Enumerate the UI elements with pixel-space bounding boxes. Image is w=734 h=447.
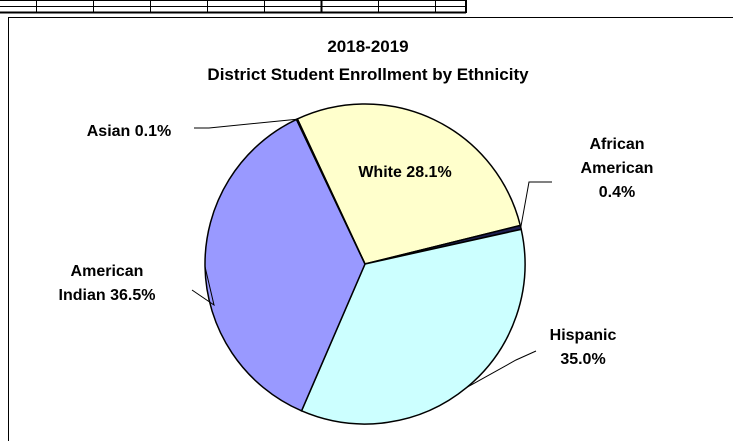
leader-line-american-indian — [191, 266, 215, 307]
chart-area: 2018-2019 District Student Enrollment by… — [8, 17, 733, 441]
pie-slice-white — [296, 103, 522, 265]
leader-line-asian — [194, 118, 297, 129]
chart-title-line2: District Student Enrollment by Ethnicity — [207, 65, 529, 84]
slice-label-white: White 28.1% — [358, 164, 451, 181]
leader-line-hispanic — [466, 350, 537, 388]
slice-label-asian: Asian 0.1% — [87, 123, 171, 140]
leader-lines — [191, 118, 552, 388]
pie-chart: 2018-2019 District Student Enrollment by… — [59, 37, 654, 425]
slice-label-african-american: African American 0.4% — [581, 136, 654, 201]
pie-slice-hispanic — [300, 228, 526, 425]
spreadsheet-grid-strip — [0, 0, 734, 17]
chart-title-line1: 2018-2019 — [327, 37, 408, 56]
slice-labels: White 28.1% African American 0.4% Hispanic 35… — [59, 123, 654, 368]
pie-slices — [204, 103, 526, 425]
grid-lines — [0, 0, 467, 14]
slice-label-american-indian: American Indian 36.5% — [59, 263, 156, 304]
leader-line-african-american — [520, 181, 552, 228]
slice-label-hispanic: Hispanic 35.0% — [550, 327, 617, 368]
